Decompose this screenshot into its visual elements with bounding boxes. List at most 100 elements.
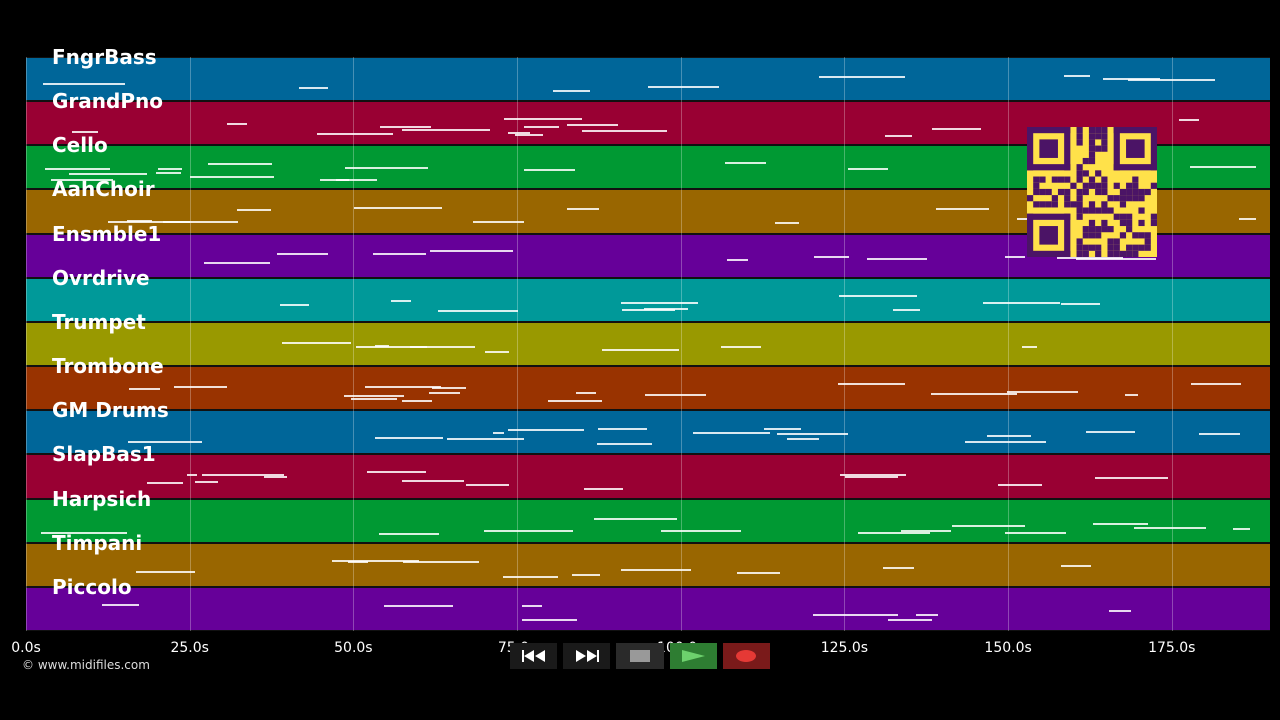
- qr-module: [1144, 238, 1151, 245]
- qr-module: [1126, 244, 1133, 251]
- qr-module: [1101, 188, 1108, 196]
- note-mark: [777, 432, 849, 435]
- note-mark: [190, 176, 275, 179]
- note-mark: [158, 168, 182, 171]
- qr-module: [1076, 170, 1083, 177]
- note-mark: [1190, 382, 1242, 385]
- note-mark: [72, 131, 99, 134]
- qr-module: [1144, 188, 1151, 196]
- qr-module: [1039, 201, 1046, 208]
- qr-module: [1132, 232, 1139, 239]
- qr-module: [1101, 226, 1108, 233]
- note-mark: [372, 253, 427, 256]
- qr-module: [1138, 244, 1145, 251]
- note-mark: [660, 530, 742, 533]
- note-mark: [194, 480, 219, 483]
- note-mark: [162, 221, 238, 224]
- note-mark: [813, 613, 899, 616]
- transport-controls: [510, 643, 771, 669]
- record-button[interactable]: [722, 643, 771, 669]
- note-mark: [317, 132, 393, 135]
- qr-module: [1119, 201, 1127, 208]
- note-mark: [331, 560, 420, 563]
- qr-module: [1033, 176, 1040, 183]
- note-mark: [575, 392, 597, 395]
- qr-module: [1076, 244, 1083, 251]
- qr-module: [1045, 188, 1052, 196]
- qr-module: [1126, 188, 1133, 196]
- note-mark: [465, 484, 509, 487]
- qr-module: [1132, 188, 1139, 196]
- note-mark: [402, 480, 464, 483]
- note-mark: [1125, 393, 1138, 396]
- qr-module: [1138, 207, 1145, 214]
- qr-module: [1113, 250, 1120, 257]
- play-button[interactable]: [669, 643, 717, 669]
- qr-finder: [1027, 164, 1071, 171]
- note-mark: [840, 474, 907, 477]
- note-mark: [108, 221, 190, 224]
- qr-module: [1095, 226, 1102, 233]
- time-gridline: [353, 57, 355, 631]
- record-icon: [736, 650, 757, 662]
- time-tick-label: 175.0s: [1148, 640, 1196, 656]
- note-mark: [173, 385, 227, 388]
- qr-finder: [1064, 127, 1071, 171]
- qr-module: [1126, 219, 1133, 227]
- qr-module: [1033, 201, 1040, 208]
- track-row: [26, 410, 1270, 455]
- note-mark: [354, 207, 442, 210]
- note-mark: [514, 133, 543, 136]
- note-mark: [1075, 258, 1156, 261]
- qr-module: [1082, 232, 1089, 239]
- qr-module: [1150, 182, 1157, 189]
- qr-module: [1045, 201, 1052, 208]
- qr-module: [1076, 127, 1083, 134]
- qr-module: [1101, 219, 1108, 227]
- note-mark: [379, 532, 439, 535]
- note-mark: [982, 302, 1061, 305]
- note-mark: [42, 83, 125, 86]
- qr-module: [1095, 250, 1102, 257]
- qr-module: [1101, 145, 1108, 152]
- note-mark: [598, 428, 648, 431]
- rewind-button[interactable]: [510, 643, 558, 669]
- note-mark: [553, 89, 591, 92]
- note-mark: [1238, 217, 1256, 220]
- note-mark: [951, 524, 1025, 527]
- qr-module: [1082, 226, 1089, 233]
- track-name-label: SlapBas1: [52, 442, 156, 467]
- time-gridline: [26, 57, 27, 631]
- qr-module: [1095, 182, 1102, 189]
- note-mark: [887, 619, 932, 622]
- qr-module: [1095, 127, 1102, 134]
- fast-forward-button[interactable]: [563, 643, 611, 669]
- note-mark: [838, 382, 905, 385]
- stop-button[interactable]: [616, 643, 664, 669]
- qr-module: [1126, 250, 1133, 257]
- qr-module: [1064, 201, 1071, 208]
- note-mark: [298, 86, 329, 89]
- note-mark: [1006, 391, 1078, 394]
- note-mark: [1064, 74, 1091, 77]
- note-mark: [51, 178, 114, 181]
- note-mark: [203, 262, 271, 265]
- qr-module: [1101, 182, 1108, 189]
- track-row: [26, 586, 1270, 631]
- qr-module: [1119, 213, 1127, 220]
- track-name-label: Trombone: [52, 354, 164, 379]
- qr-module: [1088, 182, 1096, 189]
- note-mark: [429, 250, 514, 253]
- qr-module: [1039, 176, 1046, 183]
- note-mark: [351, 398, 397, 401]
- note-mark: [845, 475, 898, 478]
- qr-module: [1132, 244, 1139, 251]
- qr-module: [1088, 176, 1096, 183]
- note-mark: [1086, 431, 1136, 434]
- note-mark: [484, 351, 509, 354]
- note-mark: [838, 294, 918, 297]
- qr-finder: [1027, 250, 1071, 257]
- note-mark: [547, 400, 603, 403]
- qr-module: [1082, 182, 1089, 189]
- qr-module: [1076, 213, 1083, 220]
